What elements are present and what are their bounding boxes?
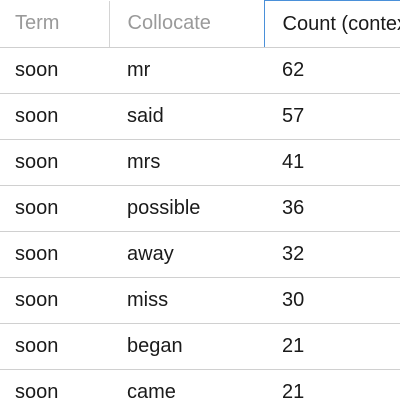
cell-count: 32 xyxy=(264,231,400,278)
cell-term: soon xyxy=(0,93,109,140)
cell-count: 57 xyxy=(264,93,400,140)
column-header-count[interactable]: Count (context) xyxy=(263,0,400,48)
table-header-row: Term Collocate Count (context) xyxy=(0,0,400,48)
cell-collocate: miss xyxy=(109,277,264,324)
cell-term: soon xyxy=(0,277,109,324)
cell-term: soon xyxy=(0,185,109,232)
cell-term: soon xyxy=(0,139,109,186)
cell-collocate: began xyxy=(109,323,264,370)
cell-collocate: mr xyxy=(109,47,264,94)
cell-term: soon xyxy=(0,47,109,94)
cell-count: 62 xyxy=(264,47,400,94)
cell-count: 41 xyxy=(264,139,400,186)
cell-collocate: came xyxy=(109,369,264,400)
table-row[interactable]: soon miss 30 xyxy=(0,277,400,324)
cell-term: soon xyxy=(0,231,109,278)
table-row[interactable]: soon mrs 41 xyxy=(0,139,400,186)
cell-collocate: away xyxy=(109,231,264,278)
column-header-term[interactable]: Term xyxy=(0,0,110,48)
cell-count: 21 xyxy=(264,369,400,400)
cell-collocate: said xyxy=(109,93,264,140)
table-row[interactable]: soon away 32 xyxy=(0,231,400,278)
table-row[interactable]: soon came 21 xyxy=(0,369,400,400)
table-row[interactable]: soon mr 62 xyxy=(0,47,400,94)
cell-collocate: mrs xyxy=(109,139,264,186)
table-row[interactable]: soon possible 36 xyxy=(0,185,400,232)
cell-collocate: possible xyxy=(109,185,264,232)
table-row[interactable]: soon began 21 xyxy=(0,323,400,370)
cell-term: soon xyxy=(0,369,109,400)
column-header-collocate[interactable]: Collocate xyxy=(109,0,264,48)
cell-term: soon xyxy=(0,323,109,370)
cell-count: 36 xyxy=(264,185,400,232)
cell-count: 30 xyxy=(264,277,400,324)
cell-count: 21 xyxy=(264,323,400,370)
table-row[interactable]: soon said 57 xyxy=(0,93,400,140)
